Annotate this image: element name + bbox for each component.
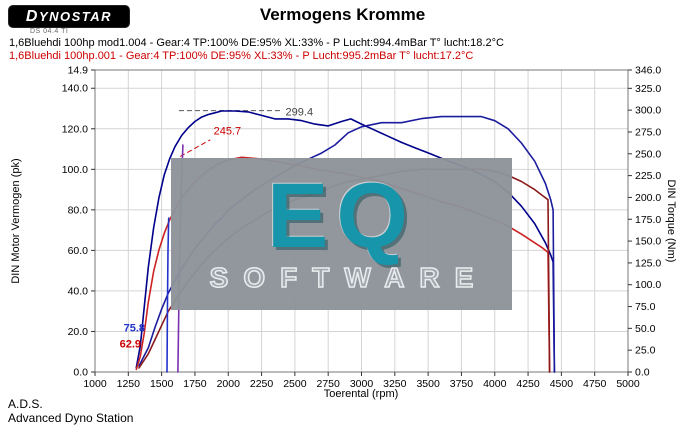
left-tick-label: 0.0 bbox=[73, 367, 88, 379]
dynostar-logo: DYNOSTAR bbox=[8, 5, 130, 28]
left-tick-label: 100.0 bbox=[62, 164, 88, 176]
left-tick-label: 120.0 bbox=[62, 123, 88, 135]
x-tick-label: 4250 bbox=[516, 378, 540, 390]
x-tick-label: 4750 bbox=[583, 378, 607, 390]
x-tick-label: 1500 bbox=[150, 378, 174, 390]
watermark-subtext: SOFTWARE bbox=[209, 262, 489, 295]
curve-mod-run-start bbox=[166, 217, 170, 373]
right-tick-label: 325.0 bbox=[635, 83, 661, 95]
right-tick-label: 250.0 bbox=[635, 148, 661, 160]
x-tick-label: 4500 bbox=[550, 378, 574, 390]
run2-info: 1,6Bluehdi 100hp.001 - Gear:4 TP:100% DE… bbox=[9, 50, 474, 62]
right-tick-label: 346.0 bbox=[635, 65, 661, 77]
x-tick-label: 2250 bbox=[250, 378, 274, 390]
footer-ads-label: A.D.S. bbox=[8, 397, 43, 411]
right-tick-label: 25.0 bbox=[635, 345, 656, 357]
x-tick-label: 3750 bbox=[450, 378, 474, 390]
right-tick-label: 150.0 bbox=[635, 236, 661, 248]
right-tick-label: 225.0 bbox=[635, 170, 661, 182]
right-tick-label: 100.0 bbox=[635, 279, 661, 291]
x-tick-label: 1000 bbox=[83, 378, 107, 390]
left-tick-label: 60.0 bbox=[68, 245, 89, 257]
eq-software-watermark: EQ SOFTWARE bbox=[171, 158, 512, 310]
x-tick-label: 3000 bbox=[350, 378, 374, 390]
right-tick-label: 50.0 bbox=[635, 323, 656, 335]
x-tick-label: 3500 bbox=[416, 378, 440, 390]
left-tick-label: 140.0 bbox=[62, 83, 88, 95]
x-axis-title: Toerental (rpm) bbox=[323, 388, 399, 400]
watermark-logo-text: EQ bbox=[267, 164, 416, 267]
x-tick-label: 2000 bbox=[217, 378, 241, 390]
annotation-dash-line bbox=[180, 139, 211, 157]
right-tick-label: 125.0 bbox=[635, 257, 661, 269]
left-tick-label: 40.0 bbox=[68, 285, 89, 297]
run1-info: 1,6Bluehdi 100hp mod1.004 - Gear:4 TP:10… bbox=[9, 37, 504, 49]
right-tick-label: 200.0 bbox=[635, 192, 661, 204]
x-tick-label: 2500 bbox=[283, 378, 307, 390]
annotation-max-power-mod-kw: 75.8 bbox=[124, 322, 145, 334]
right-tick-label: 0.0 bbox=[635, 367, 650, 379]
annotation-max-torque-stock: 245.7 bbox=[214, 126, 242, 138]
dynostar-logo-text: DYNOSTAR bbox=[25, 7, 113, 25]
annotation-max-torque-mod: 299.4 bbox=[286, 106, 314, 118]
right-tick-label: 300.0 bbox=[635, 105, 661, 117]
annotation-max-power-stock-kw: 62.9 bbox=[120, 339, 141, 351]
right-tick-label: 75.0 bbox=[635, 301, 656, 313]
right-tick-label: 175.0 bbox=[635, 214, 661, 226]
x-tick-label: 3250 bbox=[383, 378, 407, 390]
right-tick-label: 275.0 bbox=[635, 126, 661, 138]
left-tick-label: 20.0 bbox=[68, 326, 89, 338]
x-tick-label: 1750 bbox=[183, 378, 207, 390]
dynostar-logo-subtext: DS 04.4 TI bbox=[30, 28, 69, 35]
footer-station-label: Advanced Dyno Station bbox=[8, 411, 134, 425]
left-tick-label: 14.9 bbox=[68, 65, 89, 77]
left-tick-label: 80.0 bbox=[68, 204, 89, 216]
x-tick-label: 5000 bbox=[616, 378, 640, 390]
x-tick-label: 1250 bbox=[117, 378, 141, 390]
page-title: Vermogens Kromme bbox=[259, 5, 426, 24]
x-tick-label: 4000 bbox=[483, 378, 507, 390]
x-tick-label: 2750 bbox=[317, 378, 341, 390]
